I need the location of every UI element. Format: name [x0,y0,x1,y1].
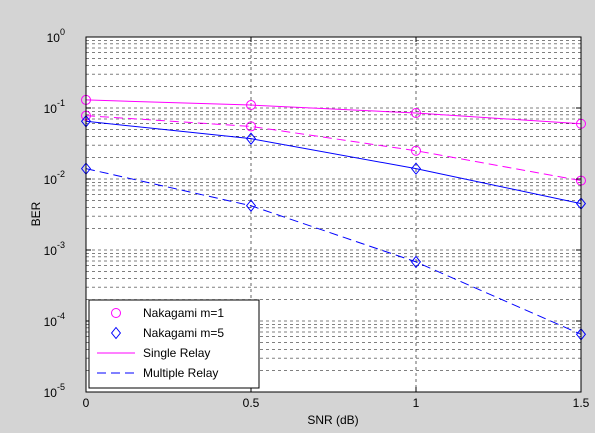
legend-label: Single Relay [143,346,210,360]
legend-label: Multiple Relay [143,366,218,380]
x-tick-label: 1 [413,396,420,410]
series-line-nak1_single [85,99,582,125]
data-point-nak1_multiple [246,121,256,132]
y-tick-label: 10-5 [44,382,65,400]
legend: Nakagami m=1 Nakagami m=5 Single Relay Mult… [88,299,260,389]
y-tick-label: 10-2 [44,169,65,187]
y-tick-label: 10-4 [44,311,65,329]
legend-marker-swatch [111,308,121,318]
data-point-nak1_single [246,100,256,111]
data-point-nak5_multiple [410,255,422,269]
series-line-nak5_single [85,120,582,205]
data-point-nak1_single [411,108,421,119]
x-tick-label: 0.5 [243,396,260,410]
data-point-nak5_multiple [245,199,257,213]
data-point-nak1_multiple [411,145,421,156]
x-axis-ticks: 0 0.5 1 1.5 [83,37,590,410]
x-axis-label: SNR (dB) [307,413,358,427]
x-tick-label: 1.5 [573,396,590,410]
y-tick-label: 10-3 [44,240,65,258]
plot-frame [85,36,582,393]
x-tick-label: 0 [83,396,90,410]
data-point-nak5_single [410,162,422,175]
legend-marker-swatch [110,326,122,340]
legend-label: Nakagami m=5 [143,326,224,340]
data-point-nak5_single [245,132,257,145]
series-line-nak5_multiple [85,168,582,335]
y-tick-label: 100 [47,27,65,45]
grid [86,37,581,392]
y-axis-label: BER [29,201,43,226]
legend-label: Nakagami m=1 [143,306,224,320]
y-tick-label: 10-1 [44,98,65,116]
